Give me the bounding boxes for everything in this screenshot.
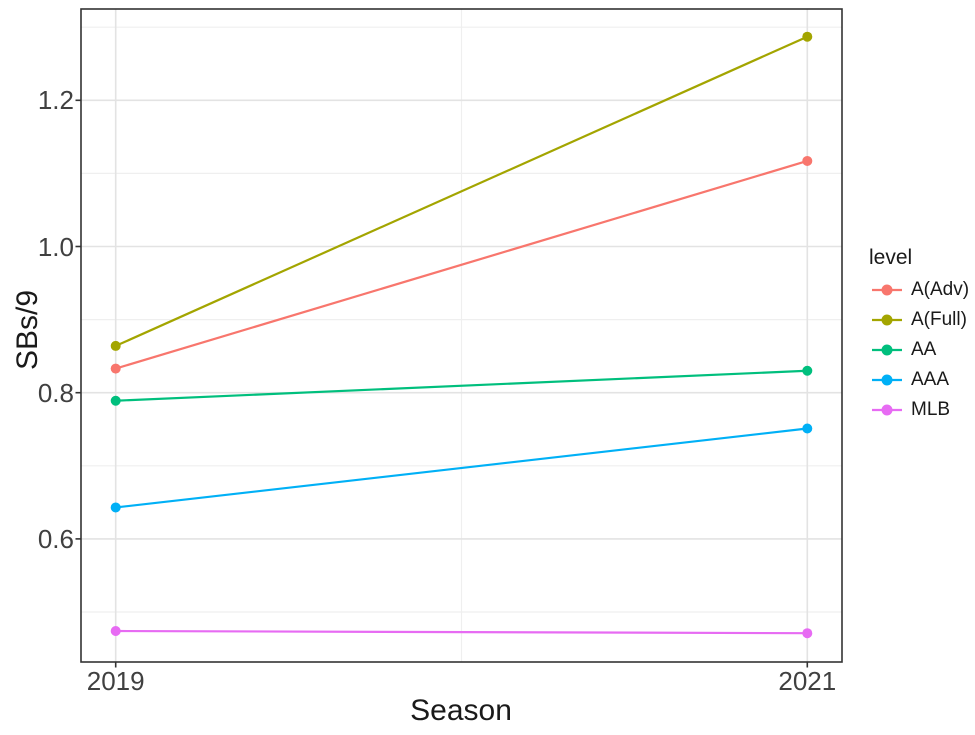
data-point-aaa [802,423,813,434]
data-point-a-full [802,31,813,42]
legend-label: A(Adv) [911,279,970,300]
data-point-a-adv [110,363,121,374]
panel-border [80,8,843,663]
legend-key-point [881,284,893,296]
data-point-aa [802,365,813,376]
series-line-aa [115,369,808,402]
legend-label: A(Full) [911,309,967,330]
legend-key-a-adv [872,284,902,296]
data-point-mlb [802,628,813,639]
legend-item-a-adv: A(Adv) [871,275,969,305]
y-tick-label: 1.2 [37,85,74,116]
x-tick-label: 2021 [778,666,837,696]
legend-key-point [881,404,893,416]
legend-key-a-full [872,314,902,326]
data-point-a-adv [802,155,813,166]
series-line-a-adv [115,159,808,370]
legend-title: level [869,246,913,269]
legend-key-point [881,374,893,386]
series-line-aaa [115,427,808,509]
y-tick-label: 0.6 [37,523,74,554]
legend-key-mlb [872,404,902,416]
y-tick-label: 0.8 [37,377,74,408]
x-axis-title: Season [410,694,512,727]
data-point-aaa [110,502,121,513]
legend-key-aaa [872,374,902,386]
legend-key-aa [872,344,902,356]
legend-item-aa: AA [871,335,936,365]
data-point-aa [110,395,121,406]
data-point-a-full [110,340,121,351]
legend-label: AA [911,339,937,360]
x-tick-label: 2019 [86,666,145,696]
legend-label: AAA [911,369,950,390]
series-line-a-full [115,35,808,347]
data-point-mlb [110,626,121,637]
y-tick-label: 1.0 [37,231,74,262]
series-line-mlb [115,629,808,635]
legend-item-a-full: A(Full) [871,305,967,335]
legend-label: MLB [911,399,951,420]
legend-item-mlb: MLB [871,395,950,425]
legend-key-point [881,314,893,326]
legend-item-aaa: AAA [871,365,949,395]
legend-key-point [881,344,893,356]
